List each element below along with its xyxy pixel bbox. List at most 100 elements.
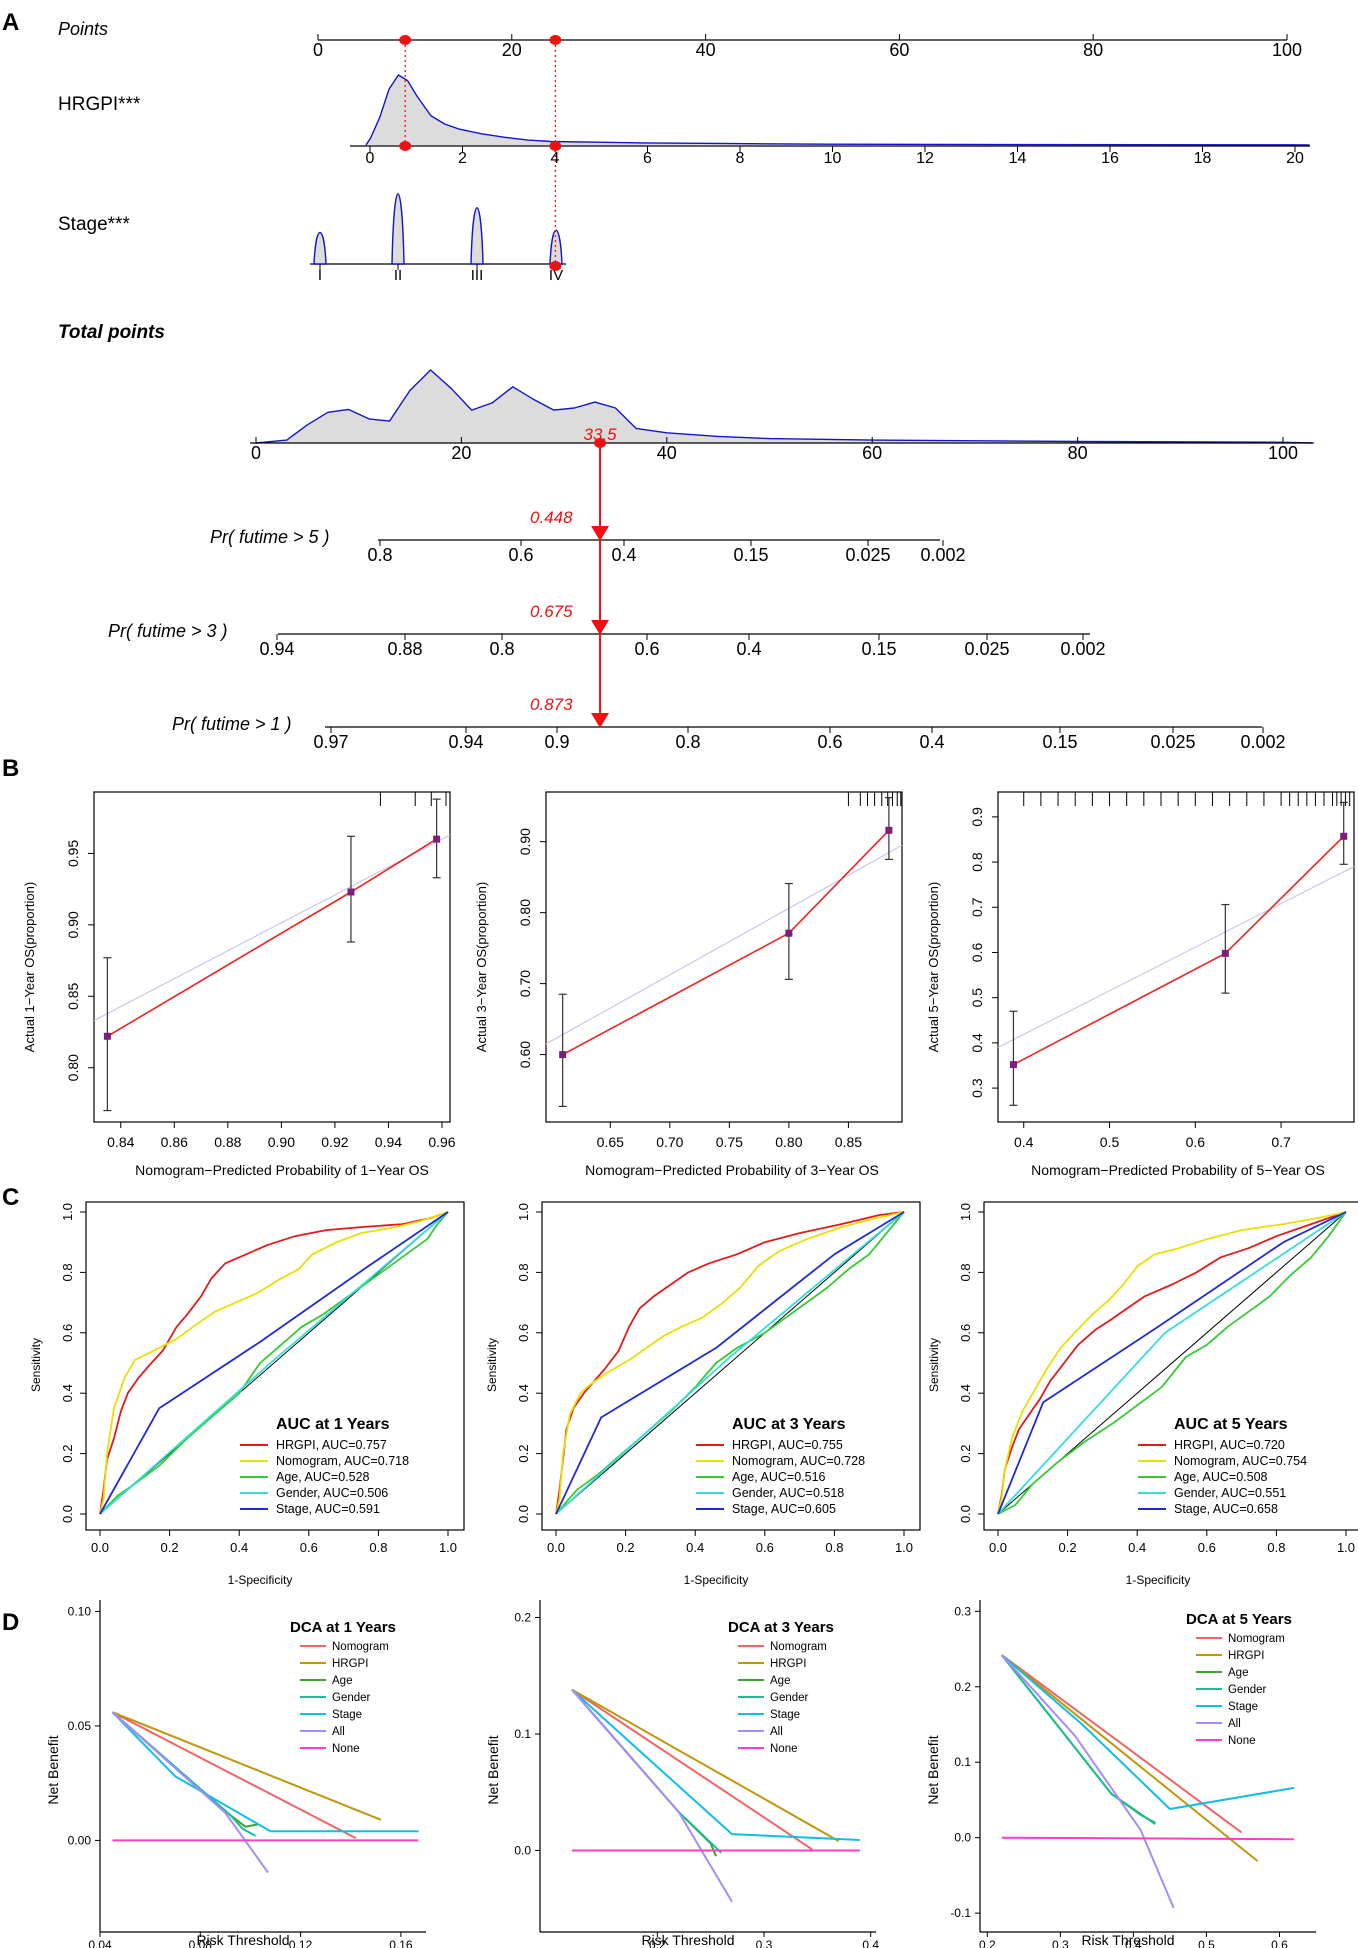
roc-curve-stage	[997, 1211, 1347, 1515]
legend-label-gender: Gender, AUC=0.518	[732, 1486, 844, 1500]
pr3-tick-label: 0.8	[489, 639, 514, 659]
hrgpi-tick-label: 6	[643, 150, 652, 167]
total-density-fill	[256, 370, 1314, 443]
y-tick-label: 0.85	[65, 982, 81, 1009]
y-tick-label: 0.3	[969, 1078, 985, 1098]
roc-1y: 0.0 0.2 0.4 0.6 0.8 1.0 0.0 0.2 0.4 0.6 0.8 1.0 1-Sp…	[29, 1201, 465, 1587]
y-tick-label: 0.70	[517, 970, 533, 997]
pr1-tick-label: 0.002	[1240, 732, 1285, 752]
x-tick-label: 0.8	[825, 1540, 843, 1555]
legend-label-dca_gender: Gender	[332, 1692, 371, 1704]
x-tick-label: 0.0	[91, 1540, 109, 1555]
points-tick-label: 40	[696, 40, 716, 60]
x-tick-label: 0.94	[375, 1134, 402, 1150]
y-tick-label: 0.0	[958, 1505, 973, 1523]
x-axis-title: Risk Threshold	[641, 1932, 734, 1948]
x-tick-label: 0.84	[107, 1134, 134, 1150]
total-tick-label: 0	[251, 443, 261, 463]
x-tick-label: 0.88	[214, 1134, 241, 1150]
roc-panels: 0.0 0.2 0.4 0.6 0.8 1.0 0.0 0.2 0.4 0.6 0.8 1.0 1-Sp…	[29, 1201, 1358, 1587]
total-density-line	[255, 369, 1314, 444]
dca-curve-dca_hrgpi	[1001, 1654, 1259, 1862]
total-tick-label: 60	[862, 443, 882, 463]
x-axis-title: Nomogram−Predicted Probability of 3−Year…	[585, 1162, 879, 1178]
hrgpi-tick-label: 0	[366, 150, 375, 167]
stage-row-label: Stage***	[58, 214, 130, 235]
legend-label-dca_hrgpi: HRGPI	[332, 1658, 368, 1670]
x-tick-label: 0.65	[597, 1134, 624, 1150]
points-tick-label: 20	[502, 40, 522, 60]
total-tick-label: 40	[657, 443, 677, 463]
roc-curve-stage	[99, 1211, 449, 1515]
total-points-value: 33.5	[583, 425, 617, 444]
legend-label-hrgpi: HRGPI, AUC=0.757	[276, 1438, 387, 1452]
legend-label-dca_gender: Gender	[1228, 1684, 1267, 1696]
y-axis-title: Sensitivity	[29, 1338, 43, 1392]
pr3-tick-label: 0.88	[387, 639, 422, 659]
hrgpi-tick-label: 2	[458, 150, 467, 167]
pr1-value: 0.873	[530, 695, 573, 714]
panel-label-b: B	[2, 755, 19, 782]
pr1-tick-label: 0.025	[1150, 732, 1195, 752]
y-tick-label: 0.8	[60, 1263, 75, 1281]
pr5-tick-label: 0.6	[508, 545, 533, 565]
x-tick-label: 0.86	[161, 1134, 188, 1150]
roc-curve-nomogram	[555, 1211, 905, 1515]
nomogram-panel: Points 0 20 40 60 80 100 HRGPI*** 0 2 4 6 8 10 12 14 16 1…	[58, 19, 1314, 752]
calibration-point	[559, 1051, 567, 1059]
pr3-row-label: Pr( futime > 3 )	[108, 621, 228, 641]
roc-curve-gender	[99, 1211, 449, 1515]
x-tick-label: 0.2	[1059, 1540, 1077, 1555]
stage-tick-label: IV	[549, 267, 563, 284]
hrgpi-tick-label: 8	[736, 150, 745, 167]
y-axis-title: Sensitivity	[927, 1338, 941, 1392]
legend-label-nomogram: Nomogram, AUC=0.728	[732, 1454, 865, 1468]
x-tick-label: 0.3	[756, 1938, 773, 1948]
calibration-line	[1013, 835, 1345, 1066]
x-tick-label: 0.6	[756, 1540, 774, 1555]
hrgpi-tick-label: 4	[551, 150, 560, 167]
x-axis-title: 1-Specificity	[684, 1573, 749, 1587]
legend-label-dca_all: All	[770, 1726, 783, 1738]
legend-label-dca_age: Age	[332, 1675, 352, 1687]
y-tick-label: 1.0	[60, 1203, 75, 1221]
legend-label-dca_nomogram: Nomogram	[332, 1641, 389, 1653]
y-tick-label: 0.4	[969, 1033, 985, 1053]
dca-curve-dca_nomogram	[112, 1711, 357, 1839]
pr5-tick-label: 0.8	[367, 545, 392, 565]
calibration-line	[106, 838, 438, 1037]
x-tick-label: 0.6	[1198, 1540, 1216, 1555]
selection-marker	[399, 141, 412, 151]
hrgpi-tick-label: 18	[1194, 150, 1212, 167]
x-tick-label: 0.90	[268, 1134, 295, 1150]
legend-label-dca_all: All	[1228, 1718, 1241, 1730]
legend-label-dca_none: None	[332, 1743, 360, 1755]
calibration-point	[885, 826, 893, 834]
roc-curve-nomogram	[997, 1211, 1347, 1515]
x-tick-label: 0.04	[88, 1938, 112, 1948]
x-tick-label: 0.4	[1128, 1540, 1146, 1555]
roc-curve-age	[997, 1211, 1347, 1515]
pr1-tick-label: 0.4	[919, 732, 944, 752]
roc-5y: 0.0 0.2 0.4 0.6 0.8 1.0 0.0 0.2 0.4 0.6 0.8 1.0 1-Sp…	[927, 1201, 1358, 1587]
y-tick-label: 0.4	[516, 1384, 531, 1402]
selection-marker	[549, 35, 562, 45]
y-tick-label: 0.2	[60, 1445, 75, 1463]
x-tick-label: 0.7	[1271, 1134, 1291, 1150]
plot-frame	[541, 1201, 921, 1531]
legend-label-hrgpi: HRGPI, AUC=0.755	[732, 1438, 843, 1452]
x-tick-label: 0.80	[775, 1134, 802, 1150]
x-tick-label: 0.6	[1271, 1938, 1288, 1948]
x-tick-label: 0.0	[989, 1540, 1007, 1555]
legend-label-gender: Gender, AUC=0.506	[276, 1486, 388, 1500]
x-tick-label: 0.3	[1052, 1938, 1069, 1948]
y-tick-label: 0.8	[516, 1263, 531, 1281]
x-tick-label: 0.2	[161, 1540, 179, 1555]
calibration-point	[433, 835, 441, 843]
y-axis-title: Net Benefit	[485, 1735, 501, 1804]
total-tick-label: 20	[451, 443, 471, 463]
y-tick-label: 0.6	[958, 1324, 973, 1342]
panel-label-a: A	[2, 9, 19, 36]
y-tick-label: 1.0	[958, 1203, 973, 1221]
legend-title: DCA at 3 Years	[728, 1619, 834, 1636]
